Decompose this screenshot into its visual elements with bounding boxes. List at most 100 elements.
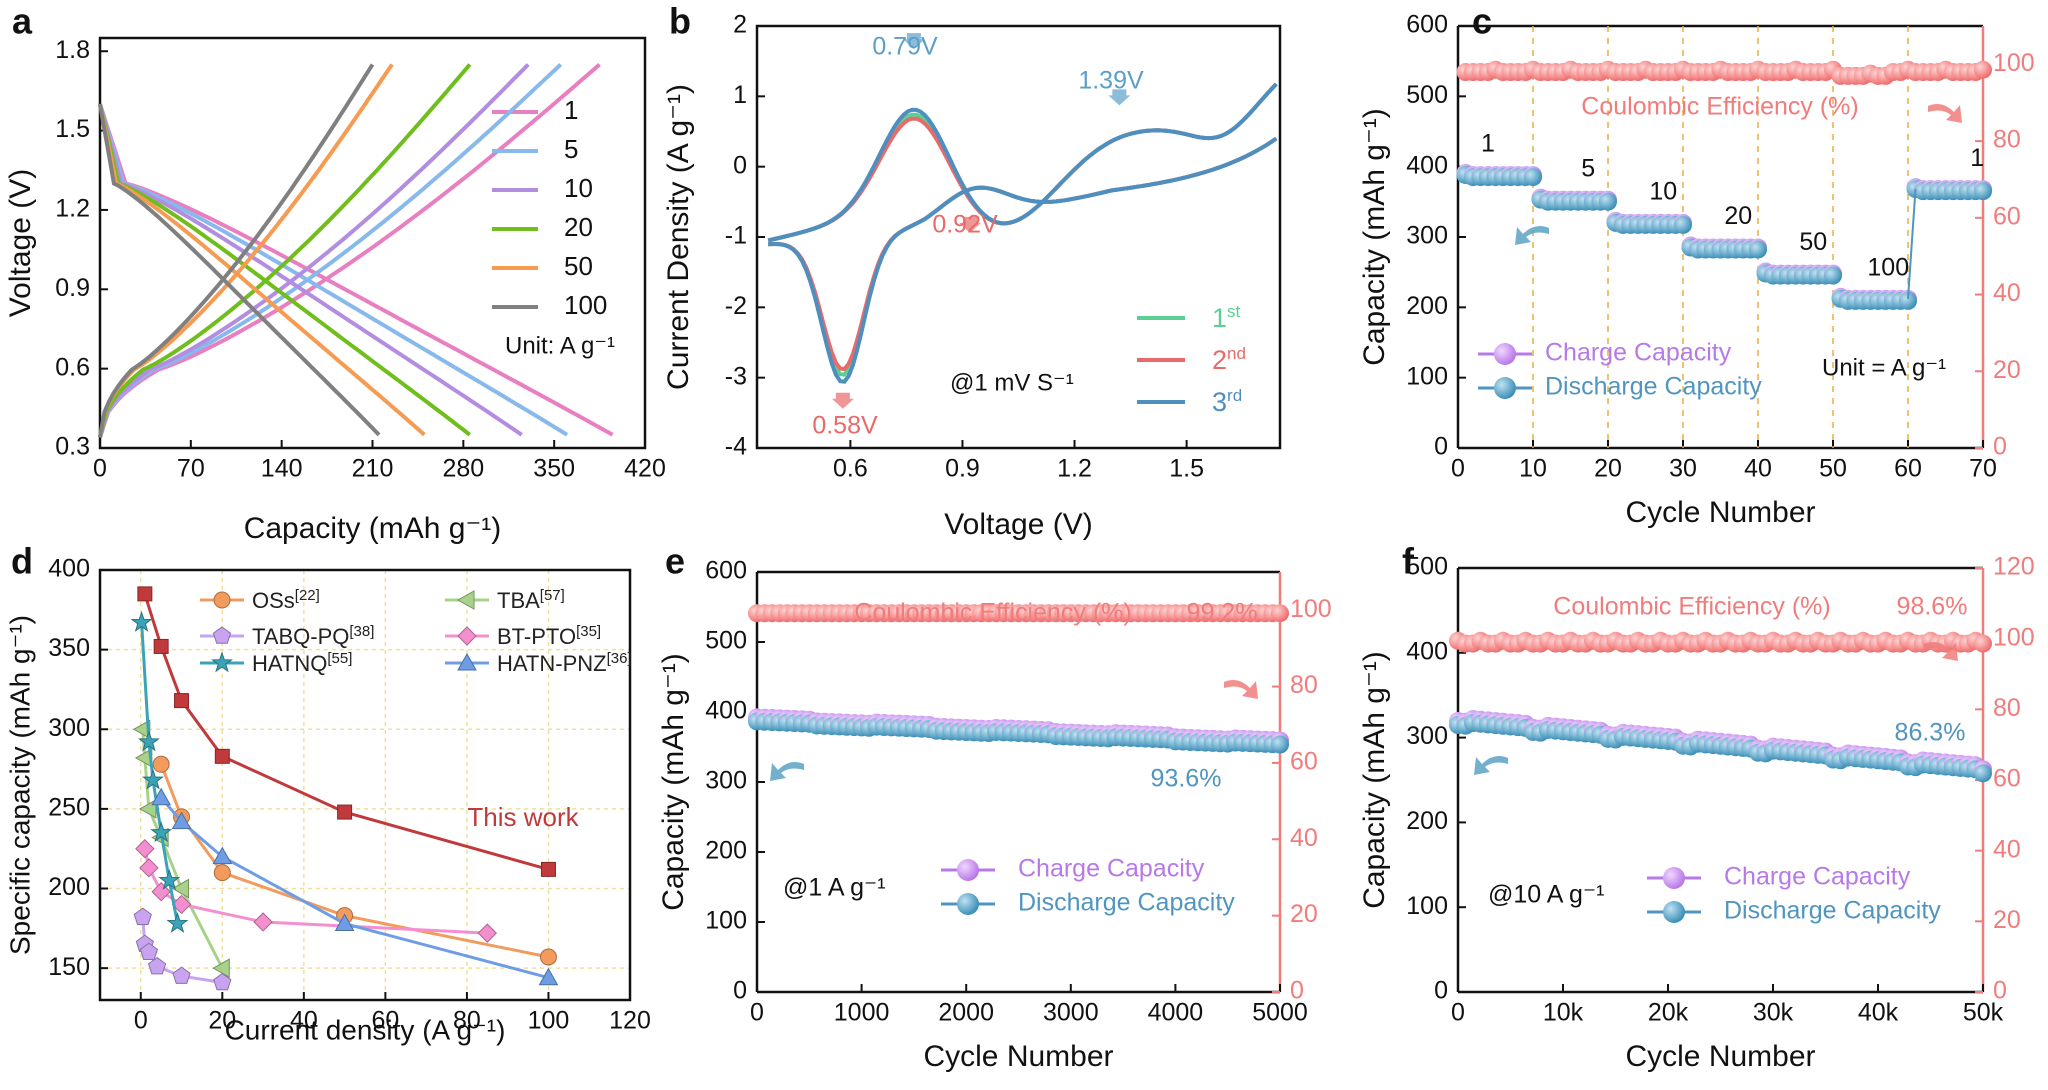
ce-arrow: [1924, 642, 1958, 661]
x-tick-label: 40: [1744, 455, 1772, 483]
y-tick-label: 200: [1406, 292, 1448, 320]
marker-pentagon: [212, 626, 232, 644]
legend-label-0: Charge Capacity: [1018, 855, 1205, 883]
ce-point: [1974, 60, 1992, 79]
y2-tick-label: 80: [1993, 126, 2021, 154]
x-tick-label: 30: [1669, 455, 1697, 483]
y-tick-label: 0: [733, 977, 747, 1005]
x-tick-label: 100: [528, 1007, 570, 1035]
discharge-point: [1974, 764, 1992, 783]
marker-circle: [152, 755, 170, 773]
legend-name: TABQ-PQ: [252, 624, 349, 649]
y-tick-label: 100: [1406, 892, 1448, 920]
x-tick-label: 80: [453, 1007, 481, 1035]
x-tick-label: 140: [261, 455, 303, 483]
ce-label: Coulombic Efficiency (%): [1581, 93, 1858, 121]
marker-square: [214, 748, 230, 764]
discharge-point: [1674, 215, 1692, 234]
marker-diamond: [171, 894, 192, 915]
y-tick-label: 1.2: [55, 195, 90, 223]
legend-label-1: 1: [564, 95, 578, 125]
legend-marker: [957, 859, 979, 881]
x-tick-label: 0: [93, 455, 107, 483]
x-tick-label: 4000: [1148, 999, 1204, 1027]
y2-tick-label: 120: [1993, 553, 2035, 581]
y2-tick-label: 100: [1993, 623, 2035, 651]
retention-value: 93.6%: [1151, 765, 1222, 793]
panel-f: 0 10k 20k 30k 40k 50k010020030040050002040608…: [1358, 541, 2035, 1073]
marker-circle: [213, 591, 231, 609]
legend-label-50: 50: [564, 251, 593, 281]
unit-note: Unit = A g⁻¹: [1822, 354, 1946, 381]
marker-diamond: [139, 858, 159, 878]
y-tick-label: 600: [705, 557, 747, 585]
peak-label-0: 0.79V: [872, 33, 938, 61]
y-axis-label: Current Density (A g⁻¹): [662, 84, 695, 390]
x-tick-label: 60: [1894, 455, 1922, 483]
x-axis-label: Cycle Number: [923, 1040, 1113, 1073]
discharge-point: [1899, 291, 1917, 310]
y2-tick-label: 0: [1993, 977, 2007, 1005]
legend-name: HATN-PNZ: [497, 651, 607, 676]
y-tick-label: -1: [725, 222, 747, 250]
legend-name: BT-PTO: [497, 624, 576, 649]
marker-triangle: [334, 913, 355, 932]
x-tick-label: 5000: [1252, 999, 1308, 1027]
ce-arrow: [1928, 104, 1962, 123]
x-tick-label: 50k: [1963, 999, 2004, 1027]
legend-ref: [38]: [349, 623, 374, 640]
marker-triangle: [151, 787, 172, 806]
y-axis-label: Capacity (mAh g⁻¹): [657, 653, 690, 911]
x-tick-label: 70: [1969, 455, 1997, 483]
legend-name: HATNQ: [252, 651, 327, 676]
y-axis-label: Specific capacity (mAh g⁻¹): [4, 615, 35, 955]
rate-label-3: 20: [1724, 202, 1752, 230]
legend-marker: [1494, 343, 1516, 365]
marker-square: [337, 804, 353, 820]
x-axis-label: Voltage (V): [944, 508, 1092, 541]
y-tick-label: 0: [1434, 977, 1448, 1005]
y-axis-label: Capacity (mAh g⁻¹): [1358, 108, 1391, 366]
charge-curve-1: [98, 62, 601, 439]
discharge-point: [1749, 240, 1767, 259]
legend-ref: [35]: [576, 623, 601, 640]
legend-name: OSs: [252, 588, 295, 613]
marker-triangle-left: [212, 958, 230, 979]
marker-diamond: [457, 626, 477, 646]
marker-circle: [539, 948, 557, 966]
marker-star: [142, 768, 164, 790]
rate-annotation: @1 A g⁻¹: [783, 874, 886, 902]
marker-square: [153, 638, 169, 654]
legend-label-0: Charge Capacity: [1545, 339, 1732, 367]
marker-star: [137, 730, 160, 752]
y-tick-label: 0.3: [55, 433, 90, 461]
rate-label-6: 1: [1970, 144, 1984, 172]
legend-marker: [1494, 377, 1516, 399]
y2-tick-label: 40: [1993, 835, 2021, 863]
legend-label-sup: nd: [1227, 344, 1246, 363]
legend-label-HATNQ: HATNQ[55]: [252, 650, 352, 676]
y-tick-label: 500: [1406, 553, 1448, 581]
panel-b: 0.6 0.9 1.2 1.5 -4 -3 -2 -1 0 1 2 b Voltage (V) Curre…: [662, 1, 1282, 541]
y2-tick-label: 100: [1993, 49, 2035, 77]
y-tick-label: 0: [733, 151, 747, 179]
legend-label-100: 100: [564, 290, 607, 320]
y-tick-label: -2: [725, 292, 747, 320]
y-tick-label: 400: [48, 555, 90, 583]
y2-tick-label: 20: [1290, 900, 1318, 928]
discharge-curve-5: [98, 103, 569, 437]
legend-label-1: 1st: [1212, 302, 1241, 333]
marker-triangle: [457, 652, 477, 671]
ce-label: Coulombic Efficiency (%): [1553, 593, 1830, 621]
ce-point: [1271, 604, 1289, 623]
marker-circle: [213, 864, 231, 882]
legend-ref: [55]: [327, 650, 352, 667]
marker-star: [150, 821, 173, 843]
panel-a: 0 70 140 210 280 350 420 0.3 0.6 0.9 1.2 1.5 1.8 a Cap…: [4, 1, 666, 545]
y-tick-label: 1.5: [55, 115, 90, 143]
discharge-curve-20: [98, 103, 472, 437]
marker-diamond: [135, 838, 155, 859]
y-tick-label: 400: [1406, 151, 1448, 179]
x-tick-label: 2000: [938, 999, 994, 1027]
ce-value: 99.2%: [1187, 599, 1258, 627]
